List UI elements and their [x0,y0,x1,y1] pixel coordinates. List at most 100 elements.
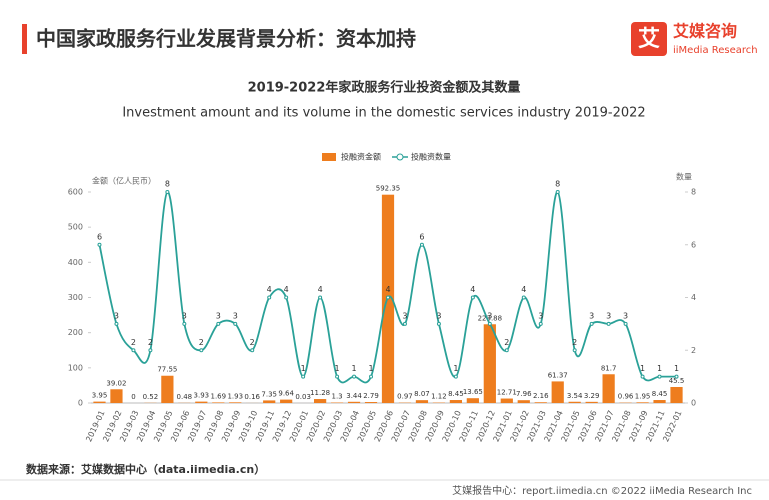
line-value-label: 2 [131,338,136,347]
bar-value-label: 1.69 [210,392,226,400]
bar [347,401,361,403]
bar [653,400,666,403]
y-tick-label: 300 [68,293,83,302]
y-tick-label: 100 [68,363,83,372]
line-value-label: 3 [436,311,441,320]
bar-value-label: 81.7 [601,364,617,372]
y-tick-label: 500 [68,223,83,232]
line-point [538,321,543,326]
y-tick-label: 0 [78,399,83,408]
line-point [352,374,357,379]
bar [551,381,564,403]
line-value-label: 1 [657,364,662,373]
bar-value-label: 2.79 [363,392,379,400]
line-value-label: 8 [165,180,170,189]
bar [449,400,462,403]
line-value-label: 1 [453,364,458,373]
y-tick-label: 600 [68,188,83,197]
legend-label: 投融资金额 [341,152,381,162]
bar-value-label: 77.55 [157,366,177,374]
line-value-label: 1 [640,364,645,373]
bar-value-label: 11.28 [310,389,330,397]
line-point [674,374,679,379]
line-point [504,348,509,353]
line-point [233,321,238,326]
line-value-label: 2 [199,338,204,347]
line-point [589,321,594,326]
line-value-label: 4 [267,285,272,294]
bar-value-label: 2.16 [533,392,549,400]
line-point [419,242,424,247]
bar-value-label: 592.35 [376,185,401,193]
line-value-label: 2 [504,338,509,347]
line-value-label: 1 [674,364,679,373]
legend-swatch [322,153,336,161]
bar [500,398,513,403]
y2-tick-label: 8 [691,188,696,197]
line-point [267,295,272,300]
bar [670,386,683,403]
bar-value-label: 0 [131,393,135,401]
logo-box [631,22,667,56]
source: 数据来源：艾媒数据中心（data.iimedia.cn） [26,462,265,476]
bar-value-label: 0.96 [618,393,634,401]
line-point [487,321,492,326]
bar-value-label: 0.52 [143,393,159,401]
bar [110,389,123,403]
line-value-label: 4 [521,285,526,294]
line-value-label: 6 [419,232,424,241]
line-value-label: 3 [538,311,543,320]
legend-marker [396,153,404,161]
line-point [386,295,390,300]
bar-value-label: 61.37 [548,371,568,379]
line-point [453,374,458,379]
y2-tick-label: 2 [691,346,696,355]
bar-value-label: 7.96 [516,390,532,398]
line-point [470,295,475,300]
logo-en: iiMedia Research [673,45,758,56]
bar-value-label: 9.64 [278,390,294,398]
bar [602,374,615,403]
line-point [318,295,323,300]
page-title: 中国家政服务行业发展背景分析：资本加持 [36,27,416,51]
line-value-label: 3 [402,311,407,320]
line-value-label: 1 [335,364,340,373]
line-point [131,348,136,353]
bar-value-label: 8.07 [414,390,430,398]
bar-value-label: 45.5 [669,377,685,385]
line-point [623,321,628,326]
y2-tick-label: 0 [691,399,696,408]
line-value-label: 4 [470,285,475,294]
y2-axis-label: 数量 [676,172,692,182]
line-point [148,348,153,353]
bar-value-label: 0.97 [397,393,413,401]
line-value-label: 3 [233,311,238,320]
line-point [216,321,221,326]
bar-value-label: 223.88 [478,314,503,322]
line-point [657,374,662,379]
line-point [369,374,374,379]
line-value-label: 4 [385,285,390,294]
line-value-label: 3 [487,311,492,320]
line-value-label: 3 [623,311,628,320]
line-point [555,190,560,194]
bar-value-label: 8.45 [448,390,464,398]
y-tick-label: 400 [68,258,83,267]
y-axis-label: 金额（亿人民币） [92,176,156,186]
bar-value-label: 0.16 [244,393,260,401]
line-value-label: 1 [301,364,306,373]
bar [534,402,547,403]
bar [415,400,429,403]
line-point [114,321,119,326]
line-value-label: 4 [318,285,323,294]
line-value-label: 2 [572,338,577,347]
line-point [640,374,645,379]
bar-value-label: 1.12 [431,393,447,401]
bar-value-label: 8.45 [652,390,668,398]
line-value-label: 3 [606,311,611,320]
line-value-label: 3 [114,311,119,320]
bar-value-label: 3.95 [92,392,108,400]
line-value-label: 2 [148,338,153,347]
